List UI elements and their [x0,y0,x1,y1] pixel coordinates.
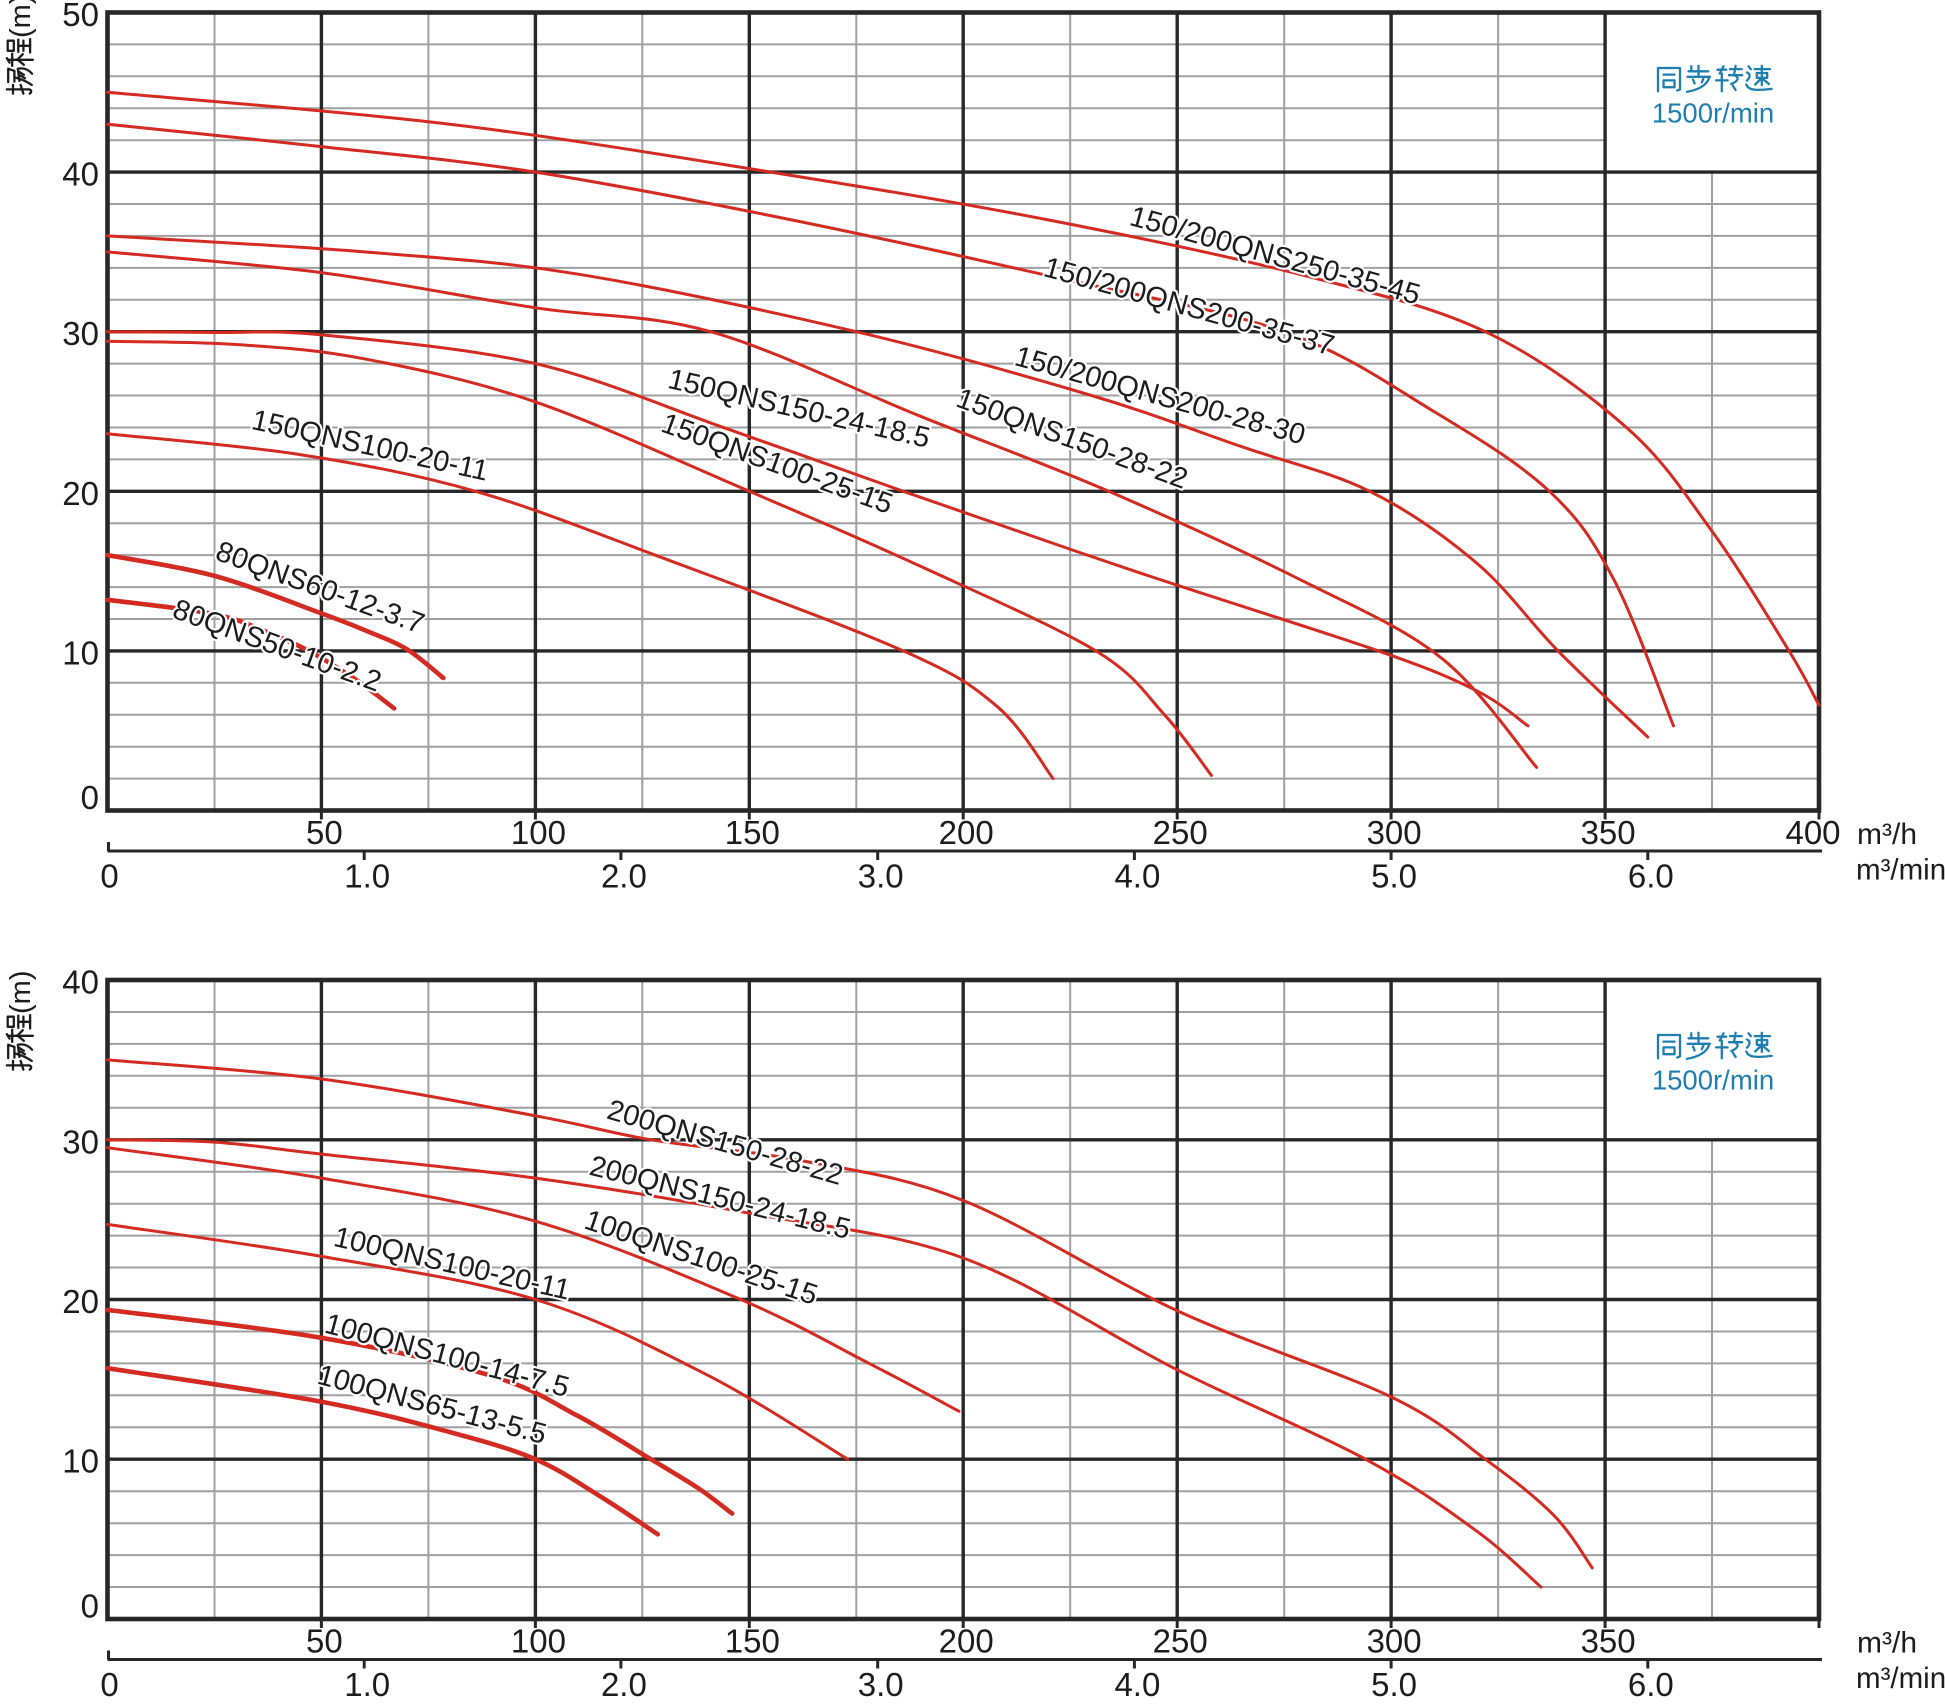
svg-text:300: 300 [1367,1623,1422,1660]
svg-text:6.0: 6.0 [1628,858,1674,895]
svg-text:250: 250 [1153,814,1208,851]
svg-text:10: 10 [62,634,99,671]
svg-text:50: 50 [306,1623,343,1660]
svg-text:300: 300 [1367,814,1422,851]
svg-text:150: 150 [725,814,780,851]
svg-text:3.0: 3.0 [858,1666,904,1703]
svg-text:(m): (m) [5,971,37,1014]
svg-text:2.0: 2.0 [601,1666,647,1703]
svg-text:4.0: 4.0 [1114,1666,1160,1703]
svg-text:100: 100 [511,1623,566,1660]
svg-text:2.0: 2.0 [601,858,647,895]
svg-text:3.0: 3.0 [858,858,904,895]
svg-text:350: 350 [1581,814,1636,851]
svg-text:1500r/min: 1500r/min [1652,98,1774,129]
svg-text:1500r/min: 1500r/min [1652,1065,1774,1096]
svg-text:20: 20 [62,1283,99,1320]
svg-text:5.0: 5.0 [1371,858,1417,895]
svg-text:(m): (m) [5,0,37,38]
svg-text:200: 200 [939,1623,994,1660]
svg-text:100: 100 [511,814,566,851]
svg-text:0: 0 [100,858,118,895]
svg-text:40: 40 [62,156,99,193]
svg-text:0: 0 [100,1666,118,1703]
svg-text:400: 400 [1785,814,1840,851]
svg-text:0: 0 [81,779,99,816]
svg-text:6.0: 6.0 [1628,1666,1674,1703]
svg-text:m³/h: m³/h [1857,818,1917,851]
svg-text:0: 0 [81,1588,99,1625]
svg-text:5.0: 5.0 [1371,1666,1417,1703]
svg-text:m³/min: m³/min [1856,854,1945,887]
svg-text:1.0: 1.0 [344,858,390,895]
svg-text:20: 20 [62,475,99,512]
svg-text:250: 250 [1153,1623,1208,1660]
svg-text:10: 10 [62,1443,99,1480]
svg-text:150: 150 [725,1623,780,1660]
svg-text:200: 200 [939,814,994,851]
svg-text:30: 30 [62,315,99,352]
svg-text:50: 50 [306,814,343,851]
svg-text:m³/min: m³/min [1856,1662,1945,1695]
svg-text:350: 350 [1581,1623,1636,1660]
svg-text:50: 50 [62,0,99,33]
svg-text:40: 40 [62,964,99,1001]
svg-text:1.0: 1.0 [344,1666,390,1703]
svg-text:30: 30 [62,1123,99,1160]
svg-text:4.0: 4.0 [1114,858,1160,895]
svg-text:m³/h: m³/h [1857,1627,1917,1660]
